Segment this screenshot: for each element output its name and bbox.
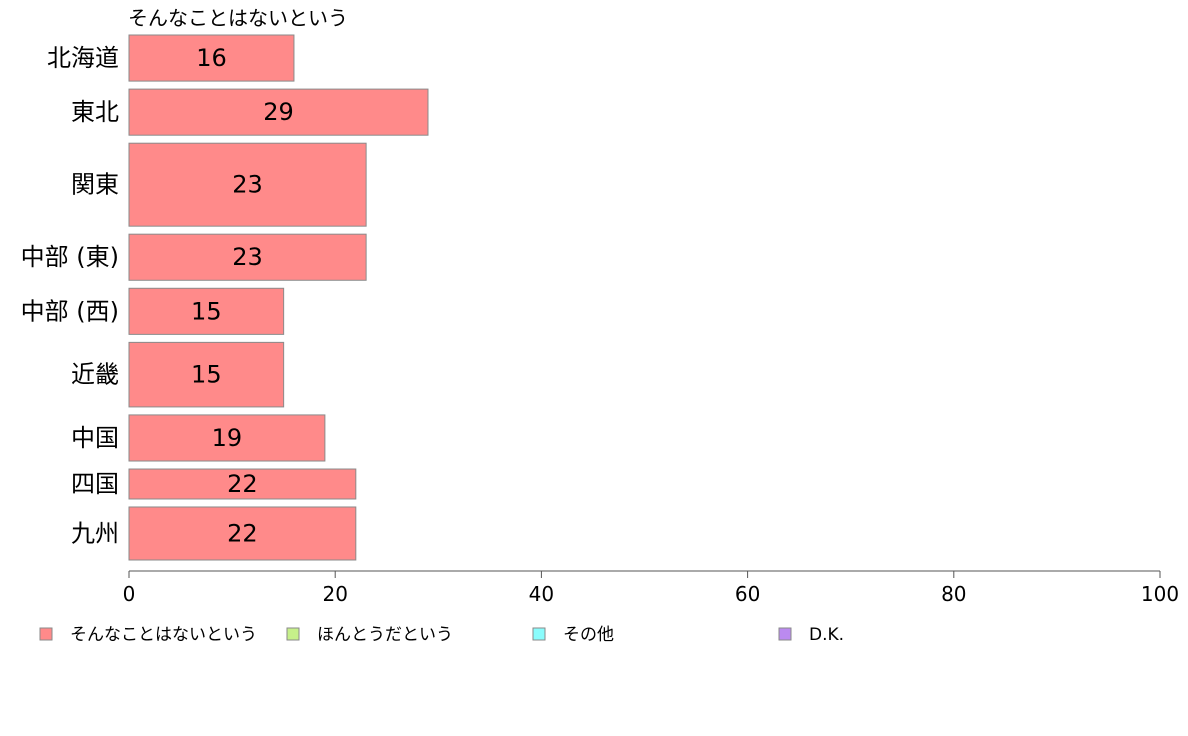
legend-swatch <box>778 627 792 641</box>
x-tick-label: 40 <box>529 582 554 606</box>
bar-value-label: 29 <box>263 98 294 126</box>
x-tick-label: 100 <box>1141 582 1179 606</box>
bars-group: 北海道 16 東北 29 関東 23 中部 (東) 23 中部 (西) 15 近畿 15 中国 19 四国 2… <box>21 34 429 561</box>
bar-segment <box>128 341 285 408</box>
legend: そんなことはないという ほんとうだという その他 D.K. <box>39 625 844 645</box>
x-tick-label: 80 <box>941 582 966 606</box>
legend-label: ほんとうだという <box>317 625 453 645</box>
category-label: 中国 <box>71 424 119 452</box>
legend-swatch <box>532 627 546 641</box>
bar-value-label: 15 <box>191 297 222 325</box>
bar-segment <box>128 468 357 500</box>
series-title: そんなことはないという <box>128 6 348 30</box>
x-axis: 0 20 40 60 80 100 <box>123 570 1179 606</box>
category-label: 北海道 <box>47 44 119 72</box>
x-tick-label: 20 <box>322 582 347 606</box>
bar-value-label: 22 <box>227 470 258 498</box>
legend-label: そんなことはないという <box>70 625 257 645</box>
bar-value-label: 19 <box>212 424 243 452</box>
bar-value-label: 23 <box>232 243 263 271</box>
bar-segment <box>128 88 429 136</box>
bar-value-label: 16 <box>196 44 227 72</box>
bar-segment <box>128 414 326 462</box>
bar-segment <box>128 142 367 227</box>
legend-label: D.K. <box>809 625 844 645</box>
category-label: 四国 <box>71 470 119 498</box>
category-label: 東北 <box>71 98 119 126</box>
bar-value-label: 23 <box>232 171 263 199</box>
bar-segment <box>128 233 367 281</box>
category-label: 九州 <box>71 519 119 547</box>
category-label: 関東 <box>71 171 119 199</box>
bar-segment <box>128 287 285 335</box>
legend-swatch <box>286 627 300 641</box>
x-tick-label: 60 <box>735 582 760 606</box>
legend-swatch <box>39 627 53 641</box>
bar-value-label: 15 <box>191 361 222 389</box>
legend-label: その他 <box>563 625 614 645</box>
x-tick-label: 0 <box>123 582 136 606</box>
category-label: 近畿 <box>71 361 119 389</box>
category-label: 中部 (東) <box>21 243 119 271</box>
category-label: 中部 (西) <box>21 297 119 325</box>
bar-value-label: 22 <box>227 519 258 547</box>
bar-segment <box>128 506 357 561</box>
bar-segment <box>128 34 295 82</box>
